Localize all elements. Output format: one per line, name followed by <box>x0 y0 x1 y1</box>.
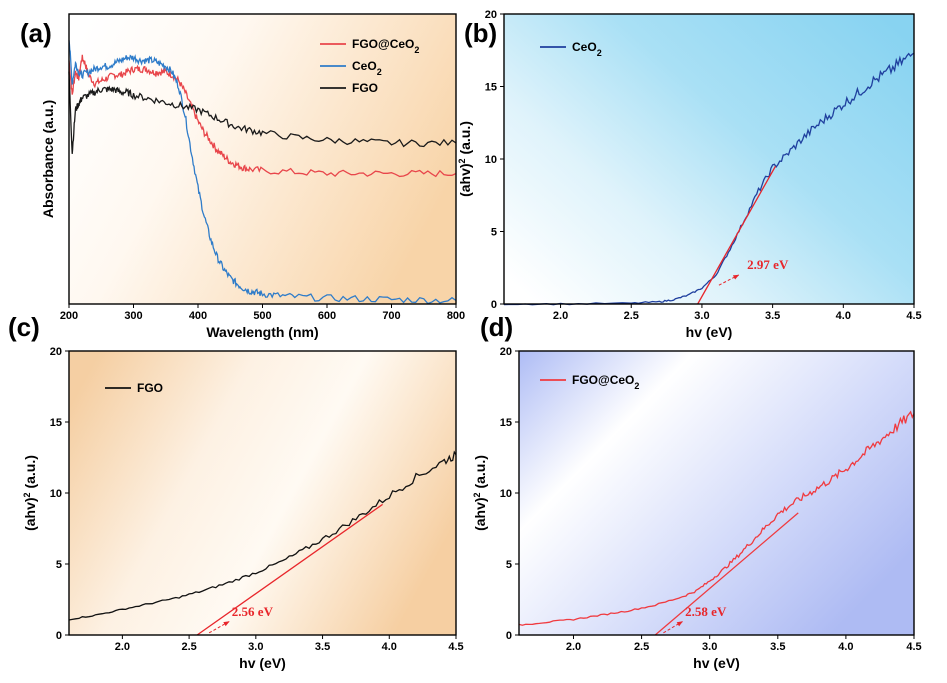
x-tick-label: 4.0 <box>382 641 397 653</box>
x-axis-title: hv (eV) <box>693 655 740 671</box>
series-line-ceo2 <box>503 52 915 306</box>
legend-label: CeO2 <box>352 59 382 77</box>
x-tick-label: 2.5 <box>634 641 649 653</box>
x-tick-label: 3.5 <box>315 641 330 653</box>
panel-letter-d: (d) <box>480 312 513 342</box>
panel-d: FGO@CeO2 2.58 eV 2.0 2.5 3.0 3.5 4.0 4.5 0 5 10 15 2… <box>472 346 922 671</box>
legend-label: FGO@CeO2 <box>572 373 639 391</box>
x-tick-label: 4.0 <box>838 641 853 653</box>
y-tick-label: 0 <box>506 630 512 642</box>
panel-c: FGO 2.56 eV 2.0 2.5 3.0 3.5 4.0 4.5 0 5 10 15 20 hv (… <box>22 346 464 671</box>
x-tick-label: 3.5 <box>765 310 780 322</box>
series-line-fgo <box>68 71 457 154</box>
legend-label: FGO <box>352 81 378 95</box>
bandgap-arrow <box>208 621 230 634</box>
legend-label: FGO@CeO2 <box>352 37 419 55</box>
bandgap-label: 2.56 eV <box>232 604 274 619</box>
plot-background <box>519 351 914 635</box>
legend-label-subscript: 2 <box>634 381 639 391</box>
legend-label: CeO2 <box>572 40 602 58</box>
legend-label: FGO <box>137 381 163 395</box>
x-tick-label: 800 <box>447 310 465 322</box>
panel-letter-a: (a) <box>20 18 52 48</box>
panel-letter-b: (b) <box>464 18 497 48</box>
panel-b: CeO2 2.97 eV 2.0 2.5 3.0 3.5 4.0 4.5 0 5 10 15 20 hv … <box>457 9 922 340</box>
y-tick-label: 0 <box>491 299 497 311</box>
y-tick-label: 10 <box>500 488 512 500</box>
legend-label-subscript: 2 <box>414 45 419 55</box>
series-line-fgo-ceo2 <box>518 410 915 626</box>
y-axis-title-suffix: (a.u.) <box>22 455 38 492</box>
y-axis-title: Absorbance (a.u.) <box>40 100 56 218</box>
x-tick-label: 4.5 <box>448 641 463 653</box>
y-tick-label: 20 <box>500 346 512 358</box>
series-line-fgo <box>68 450 457 621</box>
bandgap-label: 2.97 eV <box>747 257 789 272</box>
bandgap-label: 2.58 eV <box>685 604 727 619</box>
x-tick-label: 2.5 <box>181 641 196 653</box>
x-tick-label: 700 <box>382 310 400 322</box>
y-axis-title: (ahv)2 (a.u.) <box>22 455 38 531</box>
series-line-fgo-ceo2 <box>68 54 457 178</box>
tauc-fit-line <box>654 512 799 636</box>
x-tick-label: 4.0 <box>836 310 851 322</box>
y-tick-label: 20 <box>485 9 497 21</box>
y-tick-label: 5 <box>506 559 512 571</box>
y-tick-label: 15 <box>485 82 497 94</box>
y-tick-label: 10 <box>485 154 497 166</box>
x-tick-label: 2.0 <box>566 641 581 653</box>
plot-background <box>504 14 914 304</box>
x-tick-label: 3.5 <box>770 641 785 653</box>
plot-background <box>69 351 456 635</box>
y-axis-title: (ahv)2 (a.u.) <box>457 121 473 197</box>
y-tick-label: 15 <box>50 417 62 429</box>
x-tick-label: 3.0 <box>248 641 263 653</box>
tauc-fit-line <box>697 165 777 305</box>
y-axis-title-superscript: 2 <box>22 492 32 497</box>
y-tick-label: 15 <box>500 417 512 429</box>
y-axis-title-suffix: (a.u.) <box>472 455 488 492</box>
x-tick-label: 2.0 <box>553 310 568 322</box>
bandgap-arrow <box>718 274 740 286</box>
x-tick-label: 2.0 <box>115 641 130 653</box>
x-axis-title: hv (eV) <box>686 324 733 340</box>
x-tick-label: 4.5 <box>906 641 921 653</box>
y-axis-title-suffix: (a.u.) <box>457 121 473 158</box>
x-axis-title: hv (eV) <box>239 655 286 671</box>
y-axis-title-superscript: 2 <box>472 492 482 497</box>
y-tick-label: 5 <box>56 559 62 571</box>
tauc-fit-line <box>196 503 383 636</box>
panel-a: FGO@CeO2 CeO2 FGO 200 300 400 500 600 700 800 Wave… <box>40 13 465 340</box>
series-line-ceo2 <box>68 40 457 305</box>
plot-background <box>69 14 456 304</box>
legend-label-subscript: 2 <box>377 67 382 77</box>
bandgap-arrow <box>663 621 683 634</box>
x-tick-label: 400 <box>189 310 207 322</box>
y-axis-title: (ahv)2 (a.u.) <box>472 455 488 531</box>
x-tick-label: 4.5 <box>906 310 921 322</box>
legend-label-subscript: 2 <box>597 48 602 58</box>
x-tick-label: 600 <box>318 310 336 322</box>
y-tick-label: 0 <box>56 630 62 642</box>
panel-letter-c: (c) <box>8 312 40 342</box>
x-axis-title: Wavelength (nm) <box>206 324 318 340</box>
x-tick-label: 3.0 <box>694 310 709 322</box>
x-tick-label: 300 <box>124 310 142 322</box>
y-axis-title-superscript: 2 <box>457 158 467 163</box>
x-tick-label: 200 <box>60 310 78 322</box>
x-tick-label: 2.5 <box>624 310 639 322</box>
y-tick-label: 20 <box>50 346 62 358</box>
x-tick-label: 500 <box>253 310 271 322</box>
x-tick-label: 3.0 <box>702 641 717 653</box>
y-tick-label: 10 <box>50 488 62 500</box>
y-tick-label: 5 <box>491 227 497 239</box>
